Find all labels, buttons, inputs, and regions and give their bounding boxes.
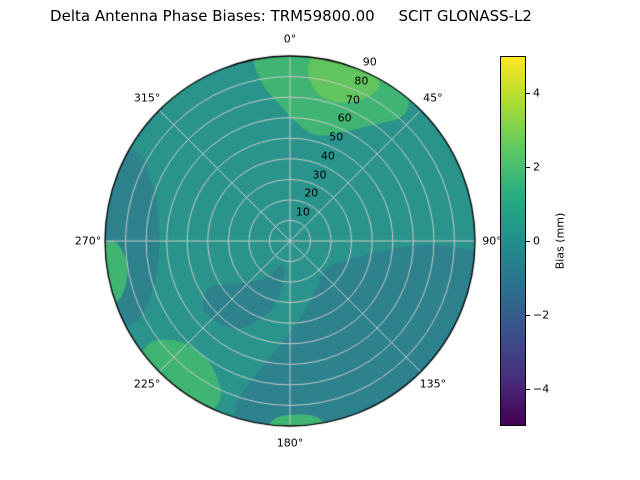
radial-tick-label-10: 10 [295,205,310,219]
colorbar-tick-label-2: 2 [533,160,540,174]
angular-tick-label-0: 0° [283,32,297,46]
colorbar-tick-mark-2 [526,167,530,168]
radial-tick-label-50: 50 [329,130,344,144]
angular-tick-label-45: 45° [423,91,443,105]
colorbar-tick-label-4: 4 [533,86,540,100]
colorbar-tick-mark-4 [526,93,530,94]
colorbar-tick-mark--2 [526,315,530,316]
radial-tick-label-20: 20 [304,186,319,200]
colorbar-label: Bias (mm) [553,212,567,270]
angular-tick-label-315: 315° [133,91,161,105]
radial-tick-label-80: 80 [354,74,369,88]
colorbar [500,56,526,426]
radial-tick-label-30: 30 [312,168,327,182]
angular-tick-label-180: 180° [276,436,304,450]
chart-title: Delta Antenna Phase Biases: TRM59800.00 … [50,7,532,25]
angular-tick-label-270: 270° [74,234,102,248]
angular-tick-label-135: 135° [419,377,447,391]
colorbar-tick-mark-0 [526,241,530,242]
colorbar-tick-label--4: −4 [533,382,550,396]
angular-tick-label-90: 90° [482,234,502,248]
radial-tick-label-70: 70 [345,93,360,106]
radial-tick-label-90: 90 [362,55,377,69]
colorbar-tick-mark--4 [526,389,530,390]
colorbar-tick-label--2: −2 [533,308,550,322]
angular-tick-label-225: 225° [133,377,161,391]
radial-tick-label-40: 40 [320,149,335,163]
colorbar-tick-label-0: 0 [533,234,540,248]
radial-tick-label-60: 60 [337,111,352,125]
